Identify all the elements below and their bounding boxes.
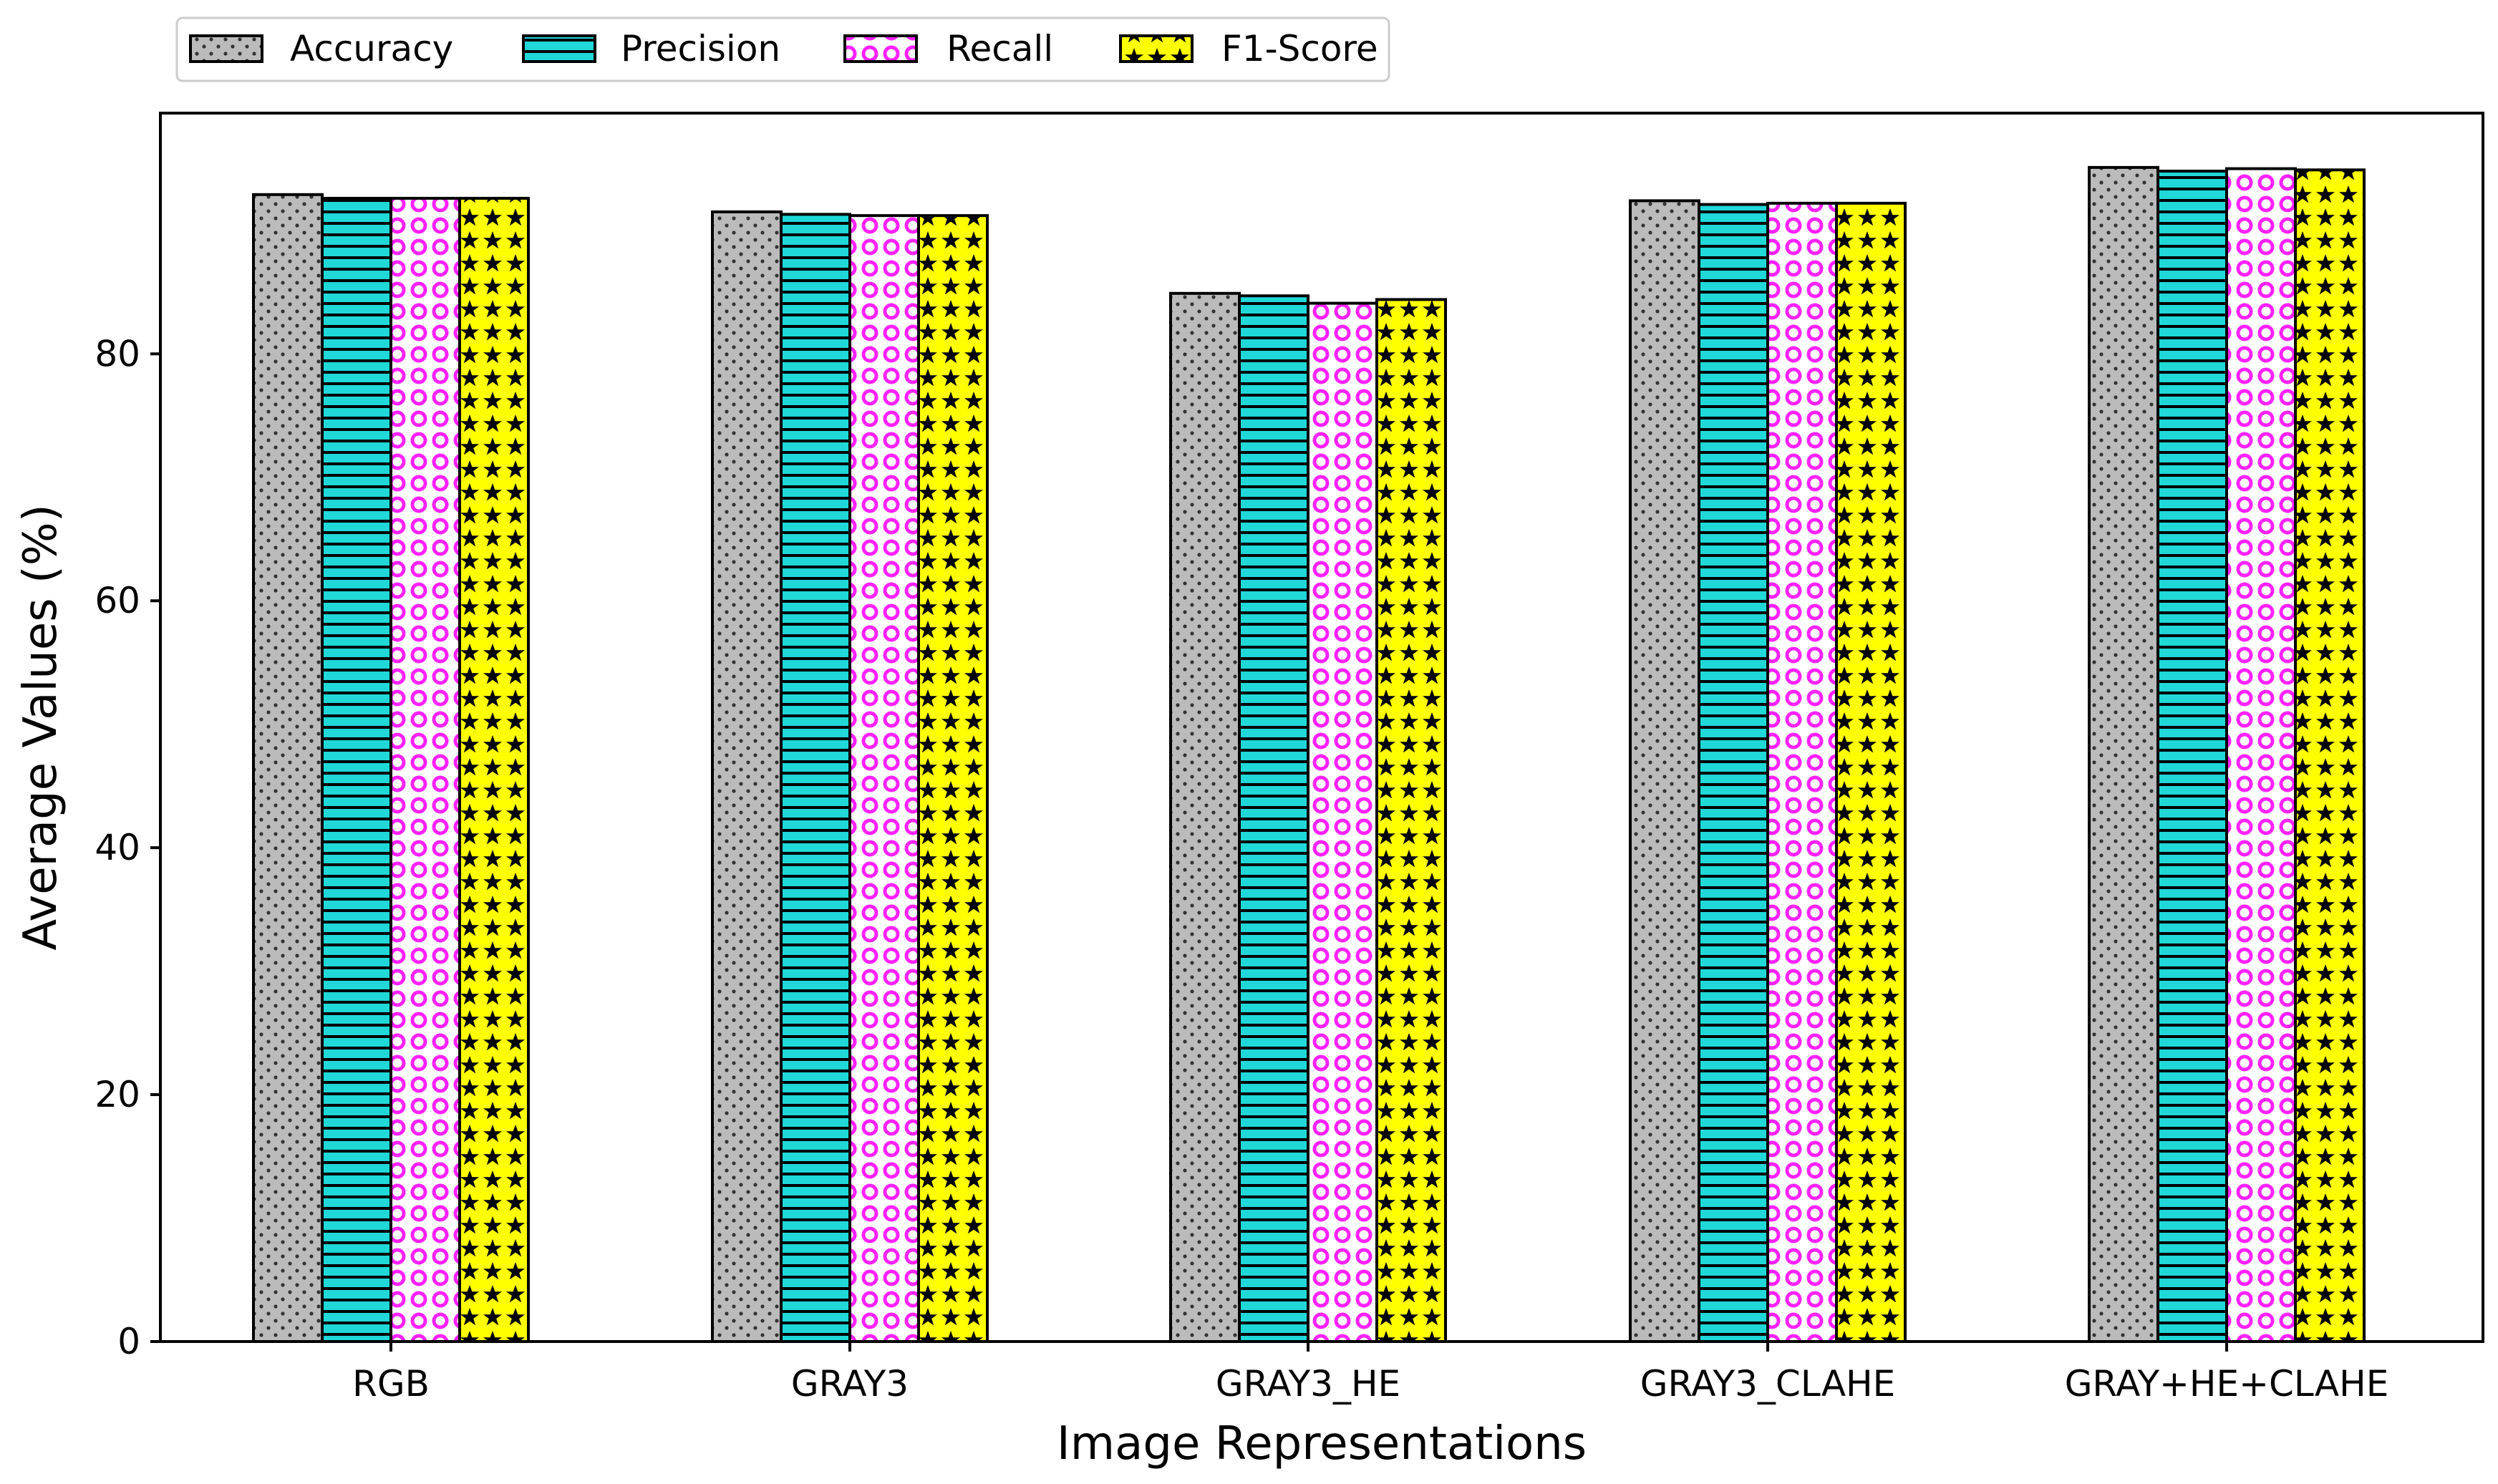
bar-f1-score-gray-he-clahe: [2294, 168, 2366, 1344]
bar-f1-score-gray3-clahe: [1835, 201, 1907, 1344]
bar-precision-gray-he-clahe: [2156, 170, 2228, 1344]
bar-precision-gray3-he: [1238, 294, 1309, 1343]
bar-accuracy-gray3-clahe: [1629, 199, 1700, 1343]
legend-item-recall: Recall: [843, 28, 1053, 69]
bar-recall-rgb: [389, 196, 461, 1343]
x-tick-label-rgb: RGB: [352, 1363, 430, 1405]
bar-accuracy-gray3: [711, 210, 783, 1343]
bar-recall-gray-he-clahe: [2225, 167, 2297, 1344]
y-tick-label: 20: [95, 1074, 140, 1115]
bar-accuracy-rgb: [252, 193, 324, 1344]
x-axis-title: Image Representations: [1057, 1417, 1587, 1470]
legend-label-f1-score: F1-Score: [1221, 28, 1378, 69]
plot-area-frame: [159, 112, 2484, 1343]
y-axis-title: Average Values (%): [14, 504, 67, 950]
bar-f1-score-gray3-he: [1375, 298, 1447, 1343]
x-axis: RGB GRAY3 GRAY3_HE GRAY3_CLAHE GRAY+HE+CLAHE: [352, 1342, 2388, 1405]
bar-recall-gray3-clahe: [1766, 201, 1838, 1344]
legend-swatch-recall: [843, 34, 918, 63]
y-axis: 0 20 40 60 80: [95, 333, 160, 1362]
bar-precision-gray3: [780, 213, 851, 1344]
legend: Accuracy Precision Recall F1-Score: [175, 16, 1390, 82]
bar-precision-gray3-clahe: [1698, 203, 1769, 1344]
bar-f1-score-rgb: [458, 196, 530, 1343]
legend-item-f1-score: F1-Score: [1119, 28, 1378, 69]
x-tick-label-gray3: GRAY3: [791, 1363, 909, 1405]
bar-recall-gray3-he: [1307, 301, 1378, 1344]
bar-recall-gray3: [848, 214, 920, 1344]
y-tick-label: 0: [117, 1321, 140, 1362]
y-tick-label: 80: [95, 333, 140, 374]
legend-label-recall: Recall: [947, 28, 1053, 69]
legend-frame: [175, 16, 1390, 82]
bars-group: [252, 165, 2366, 1344]
legend-swatch-precision: [522, 34, 596, 63]
y-tick-label: 40: [95, 827, 140, 868]
legend-item-precision: Precision: [522, 28, 780, 69]
x-tick-label-gray3-clahe: GRAY3_CLAHE: [1640, 1363, 1895, 1405]
x-tick-label-gray-he-clahe: GRAY+HE+CLAHE: [2065, 1363, 2389, 1405]
legend-swatch-accuracy: [189, 34, 263, 63]
x-tick-label-gray3-he: GRAY3_HE: [1216, 1363, 1400, 1405]
legend-label-precision: Precision: [621, 28, 780, 69]
legend-label-accuracy: Accuracy: [290, 28, 453, 69]
bar-accuracy-gray-he-clahe: [2088, 165, 2159, 1343]
legend-swatch-f1-score: [1119, 34, 1194, 63]
bar-accuracy-gray3-he: [1169, 291, 1241, 1344]
y-tick-label: 60: [95, 580, 140, 621]
bar-f1-score-gray3: [917, 214, 989, 1344]
bar-precision-rgb: [321, 196, 392, 1343]
legend-item-accuracy: Accuracy: [189, 28, 453, 69]
